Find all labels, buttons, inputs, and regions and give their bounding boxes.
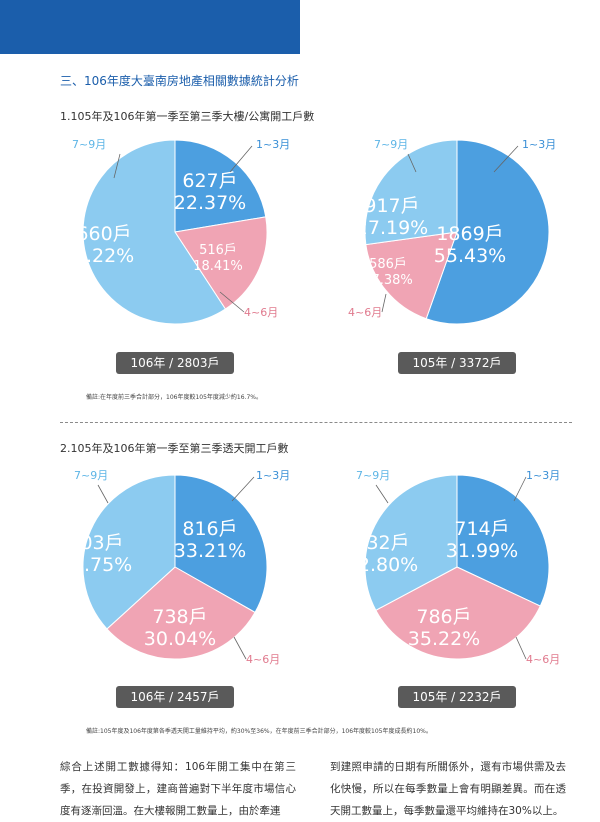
slice-label-q3-pct: 27.19%	[356, 217, 428, 239]
period-label-q1: 1~3月	[526, 469, 560, 482]
slice-label-q1-pct: 31.99%	[446, 540, 518, 562]
slice-label-q3-pct: 59.22%	[62, 245, 134, 267]
pie-slice-q2	[365, 231, 458, 320]
caption-105-apartments: 105年 / 3372戶	[398, 352, 516, 374]
section-title: 三、106年度大臺南房地產相關數據統計分析	[60, 74, 299, 88]
period-label-q2: 4~6月	[244, 306, 278, 319]
caption-105-townhouses: 105年 / 2232戶	[398, 686, 516, 708]
slice-label-q2-pct: 18.41%	[193, 259, 243, 274]
slice-label-q2-units: 738戶	[152, 606, 207, 628]
slice-label-q1-units: 816戶	[182, 518, 237, 540]
note-apartments: 備註:在年度前三季合計部分，106年度較105年度減少約16.7%。	[86, 394, 262, 401]
leader-line-q3	[97, 484, 109, 504]
slice-label-q2-units: 786戶	[416, 606, 471, 628]
period-label-q3: 7~9月	[74, 469, 108, 482]
period-label-q1: 1~3月	[256, 469, 290, 482]
leader-line-q3	[375, 484, 389, 504]
pie-slice-q1	[174, 474, 268, 614]
leader-line-q3	[407, 153, 417, 173]
slice-label-q1-units: 714戶	[454, 518, 509, 540]
pie-slice-q2	[375, 566, 541, 660]
header-band	[0, 0, 300, 54]
slice-label-q1-pct: 33.21%	[174, 540, 246, 562]
pie-slice-q1	[174, 139, 267, 233]
slice-label-q2-pct: 17.38%	[363, 273, 413, 288]
slice-label-q2-pct: 30.04%	[144, 628, 216, 650]
sub-title-townhouses: 2.105年及106年第一季至第三季透天開工戶數	[60, 442, 289, 455]
period-label-q3: 7~9月	[356, 469, 390, 482]
body-paragraph-right: 到建照申請的日期有所關係外，還有市場供需及去化快慢，所以在每季數量上會有明顯差異…	[330, 761, 566, 817]
pie-slice-q3	[82, 474, 176, 630]
period-label-q3: 7~9月	[374, 138, 408, 151]
leader-line-q2	[233, 636, 247, 660]
body-paragraph-left: 綜合上述開工數據得知：106年開工集中在第三季，在投資開發上，建商普遍對下半年度…	[60, 761, 296, 817]
leader-line-q1	[513, 476, 527, 502]
body-text-right: 到建照申請的日期有所關係外，還有市場供需及去化快慢，所以在每季數量上會有明顯差異…	[330, 756, 566, 822]
slice-label-q3-units: 732戶	[354, 532, 409, 554]
leader-line-q1	[229, 145, 253, 173]
period-label-q2: 4~6月	[526, 653, 560, 666]
pie-slice-q1	[425, 139, 550, 325]
pie-slice-q1	[456, 474, 550, 607]
slice-label-q1-units: 627戶	[182, 170, 237, 192]
pie-slice-q3	[364, 139, 458, 246]
leader-line-q2	[381, 293, 387, 313]
pie-slice-q2	[106, 566, 256, 660]
leader-line-q3	[113, 153, 121, 179]
slice-label-q3-pct: 32.80%	[346, 554, 418, 576]
sub-title-apartments: 1.105年及106年第一季至第三季大樓/公寓開工戶數	[60, 110, 315, 123]
leader-line-q1	[231, 476, 255, 502]
slice-label-q3-units: 917戶	[364, 195, 419, 217]
period-label-q1: 1~3月	[522, 138, 556, 151]
caption-106-townhouses: 106年 / 2457戶	[116, 686, 234, 708]
period-label-q3: 7~9月	[72, 138, 106, 151]
period-label-q1: 1~3月	[256, 138, 290, 151]
pie-slice-q2	[174, 216, 268, 310]
leader-line-q2	[219, 291, 245, 313]
slice-label-q1-pct: 55.43%	[434, 245, 506, 267]
section-divider	[60, 422, 572, 423]
caption-106-apartments: 106年 / 2803戶	[116, 352, 234, 374]
slice-label-q1-pct: 22.37%	[174, 192, 246, 214]
period-label-q2: 4~6月	[246, 653, 280, 666]
slice-label-q2-pct: 35.22%	[408, 628, 480, 650]
slice-label-q2-units: 516戶	[199, 243, 237, 258]
slice-label-q1-units: 1869戶	[436, 223, 503, 245]
slice-label-q3-units: 1660戶	[64, 223, 131, 245]
period-label-q2: 4~6月	[348, 306, 382, 319]
slice-label-q2-units: 586戶	[369, 257, 407, 272]
slice-label-q3-pct: 36.75%	[60, 554, 132, 576]
pie-slice-q3	[82, 139, 227, 325]
leader-line-q2	[515, 636, 527, 660]
body-text-left: 綜合上述開工數據得知：106年開工集中在第三季，在投資開發上，建商普遍對下半年度…	[60, 756, 296, 822]
slice-label-q3-units: 903戶	[68, 532, 123, 554]
note-townhouses: 備註:105年度及106年度第各季透天開工量維持平均，約30%至36%，在年度前…	[86, 728, 432, 735]
pie-slice-q3	[364, 474, 458, 611]
leader-line-q1	[493, 145, 519, 173]
